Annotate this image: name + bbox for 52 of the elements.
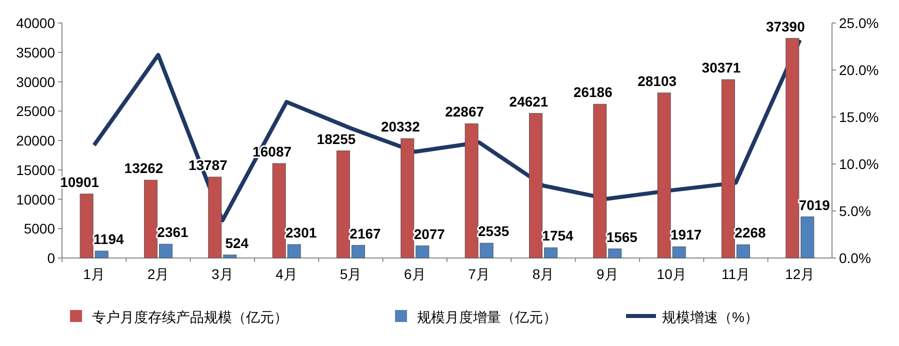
x-tick-label: 6月	[404, 266, 426, 282]
x-tick-label: 9月	[596, 266, 618, 282]
data-label: 1565	[606, 228, 638, 245]
data-label: 2361	[157, 224, 189, 240]
data-label: 37390	[766, 18, 806, 34]
data-label: 22867	[445, 104, 484, 120]
y2-tick-label: 5.0%	[839, 203, 871, 219]
data-label: 2301	[286, 224, 317, 240]
y-tick-label: 15000	[16, 162, 56, 178]
data-label: 1194	[93, 230, 124, 247]
y-tick-label: 40000	[16, 15, 56, 31]
x-tick-label: 7月	[468, 266, 490, 282]
y-tick-label: 10000	[16, 191, 56, 208]
data-label: 2077	[414, 226, 446, 242]
x-tick-label: 8月	[532, 266, 554, 282]
data-label: 2268	[734, 224, 766, 241]
legend-label: 规模月度增量（亿元）	[417, 309, 557, 325]
data-label: 2535	[478, 223, 510, 240]
data-label: 24621	[509, 93, 548, 110]
data-label: 20332	[380, 118, 420, 135]
legend-label: 专户月度存续产品规模（亿元）	[92, 309, 288, 325]
x-tick-label: 2月	[147, 266, 170, 282]
x-tick-label: 11月	[721, 266, 750, 282]
y2-tick-label: 10.0%	[839, 156, 879, 172]
x-tick-label: 1月	[83, 266, 105, 282]
y-tick-label: 25000	[16, 103, 56, 120]
data-label: 524	[225, 234, 249, 251]
x-tick-label: 12月	[785, 266, 815, 282]
x-tick-label: 5月	[340, 266, 362, 282]
y-tick-label: 0	[47, 250, 56, 266]
x-tick-label: 3月	[212, 266, 234, 282]
legend-label: 规模增速（%）	[662, 309, 758, 325]
data-label: 10901	[60, 174, 100, 190]
y2-tick-label: 0.0%	[839, 250, 871, 266]
x-tick-label: 10月	[656, 266, 686, 282]
y2-tick-label: 15.0%	[839, 109, 879, 125]
data-label: 13262	[124, 160, 164, 176]
y-tick-label: 35000	[16, 44, 56, 60]
data-label: 28103	[638, 72, 677, 89]
y2-tick-label: 20.0%	[839, 62, 879, 78]
y-tick-label: 5000	[24, 220, 56, 237]
y-tick-label: 20000	[16, 132, 56, 148]
data-label: 30371	[702, 60, 741, 76]
y-tick-label: 30000	[16, 74, 56, 90]
data-label: 26186	[573, 84, 613, 100]
y2-tick-label: 25.0%	[839, 15, 879, 31]
data-label: 7019	[798, 196, 830, 213]
data-label: 1754	[542, 228, 574, 244]
data-label: 1917	[670, 226, 702, 243]
x-tick-label: 4月	[276, 266, 298, 282]
data-label: 18255	[316, 130, 356, 147]
data-label: 2167	[350, 225, 382, 242]
